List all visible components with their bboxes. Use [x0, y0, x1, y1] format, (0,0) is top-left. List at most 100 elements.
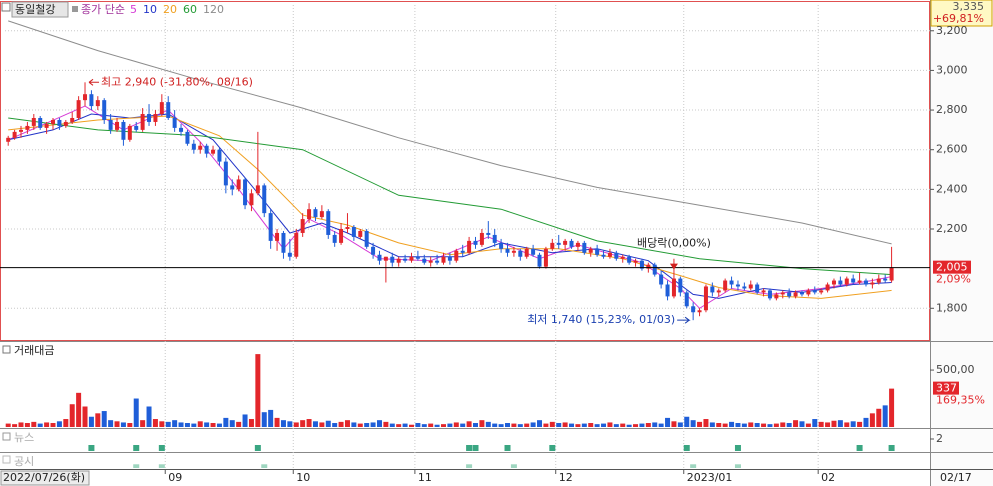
- volume-bar: [460, 423, 466, 427]
- volume-bar: [146, 406, 152, 427]
- legend-entry: 60: [183, 3, 197, 16]
- candle-body: [127, 125, 132, 140]
- candle-body: [569, 240, 574, 247]
- candle-body: [179, 127, 184, 132]
- y-tick-label: 3,000: [936, 63, 968, 76]
- event-bar: [254, 445, 261, 451]
- x-tick-label: 12: [559, 471, 573, 484]
- volume-bar: [761, 423, 767, 427]
- volume-bar: [773, 423, 779, 427]
- candle-body: [108, 119, 113, 130]
- candle-body: [339, 228, 344, 243]
- volume-bar: [344, 420, 350, 427]
- volume-bar: [716, 423, 722, 427]
- event-bar: [734, 464, 741, 468]
- candle-body: [57, 119, 62, 126]
- candle-body: [716, 290, 721, 293]
- volume-bar: [248, 419, 254, 427]
- volume-bar: [639, 423, 645, 427]
- candle-body: [6, 137, 11, 142]
- candle-body: [313, 209, 318, 218]
- volume-bar: [588, 423, 594, 427]
- volume-bar: [485, 421, 491, 427]
- volume-bar: [165, 421, 171, 427]
- panel-title: 뉴스: [14, 431, 34, 444]
- volume-bar: [440, 424, 446, 427]
- candle-body: [627, 256, 632, 263]
- event-bar: [549, 445, 556, 451]
- candle-body: [537, 254, 542, 267]
- start-date-box: [0, 470, 90, 486]
- candle-body: [230, 185, 235, 190]
- candle-body: [518, 250, 523, 257]
- volume-bar: [172, 420, 178, 427]
- volume-bar: [857, 421, 863, 427]
- volume-bar: [5, 423, 11, 427]
- candle-body: [371, 246, 376, 255]
- volume-bar: [242, 414, 248, 427]
- candle-body: [883, 278, 888, 281]
- volume-bar: [498, 424, 504, 427]
- cursor-change: +69,81%: [933, 12, 984, 25]
- volume-bar: [850, 421, 856, 427]
- volume-bar: [370, 422, 376, 427]
- candle-body: [460, 250, 465, 253]
- volume-bar: [325, 420, 331, 427]
- last-price-box: [933, 260, 971, 274]
- candle-body: [838, 280, 843, 285]
- candle-body: [614, 252, 619, 259]
- candle-body: [550, 242, 555, 249]
- volume-bar: [95, 413, 101, 427]
- candle-body: [479, 232, 484, 245]
- axis-column: [930, 0, 993, 486]
- volume-bar: [569, 423, 575, 427]
- volume-bar: [844, 422, 850, 427]
- panel-icon: [2, 455, 11, 464]
- volume-bar: [24, 423, 30, 427]
- candle-body: [652, 264, 657, 275]
- volume-bar: [703, 419, 709, 427]
- event-bar: [158, 464, 165, 468]
- event-bar: [466, 464, 473, 468]
- candle-body: [185, 131, 190, 144]
- volume-bar: [613, 424, 619, 427]
- title-box: [11, 1, 69, 18]
- candle-body: [659, 274, 664, 285]
- low-arrow: [677, 316, 691, 324]
- volume-bar: [607, 422, 613, 427]
- volume-bar: [767, 424, 773, 427]
- event-bar: [133, 445, 140, 451]
- volume-bar: [754, 423, 760, 427]
- candle-body: [134, 125, 139, 130]
- candle-body: [198, 145, 203, 150]
- volume-bar: [114, 421, 120, 427]
- volume-bar: [837, 420, 843, 427]
- event-bar: [261, 464, 268, 468]
- candle-body: [639, 260, 644, 269]
- candle-body: [191, 143, 196, 150]
- volume-bar: [396, 424, 402, 427]
- candle-body: [63, 121, 68, 126]
- candle-body: [799, 292, 804, 295]
- candle-body: [153, 114, 158, 122]
- candle-body: [268, 213, 273, 241]
- candle-body: [140, 114, 145, 130]
- volume-bar: [300, 420, 306, 427]
- candle-body: [671, 278, 676, 297]
- volume-bar: [18, 422, 24, 427]
- candle-body: [307, 209, 312, 220]
- candle-body: [364, 230, 369, 247]
- candle-body: [755, 284, 760, 293]
- volume-bar: [63, 419, 69, 427]
- ma-line: [8, 20, 892, 245]
- candle-body: [729, 280, 734, 285]
- low-label: 최저 1,740 (15,23%, 01/03): [527, 313, 675, 326]
- volume-bar: [280, 420, 286, 427]
- candle-body: [326, 211, 331, 235]
- volume-bar: [799, 421, 805, 427]
- legend-entry: 20: [163, 3, 177, 16]
- y-tick-label: 2,800: [936, 103, 968, 116]
